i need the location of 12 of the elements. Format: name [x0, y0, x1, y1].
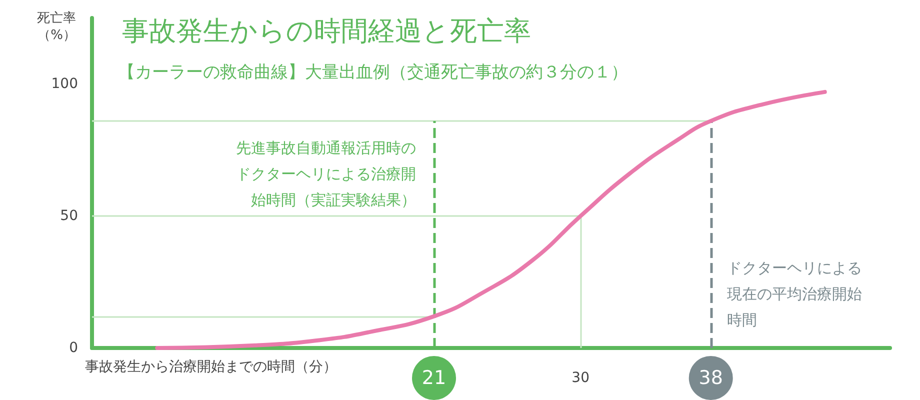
x-tick-label: 38 — [698, 367, 723, 389]
y-tick-label: 0 — [69, 340, 78, 356]
ref-line-label: 先進事故自動通報活用時のドクターヘリによる治療開始時間（実証実験結果） — [236, 138, 416, 209]
ref-line-label: ドクターヘリによる現在の平均治療開始時間 — [726, 259, 862, 329]
y-tick-label: 50 — [60, 208, 78, 224]
text: 【カーラーの救命曲線】大量出血例（交通死亡事故の約３分の１） — [118, 62, 628, 82]
x-tick-label: 30 — [572, 370, 590, 386]
chart-title: 事故発生からの時間経過と死亡率 — [122, 16, 531, 47]
y-tick-label: 100 — [51, 76, 78, 92]
y-axis-title: 死亡率（%） — [37, 10, 76, 43]
x-axis-title: 事故発生から治療開始までの時間（分） — [85, 359, 337, 375]
x-tick-label: 21 — [422, 367, 446, 389]
